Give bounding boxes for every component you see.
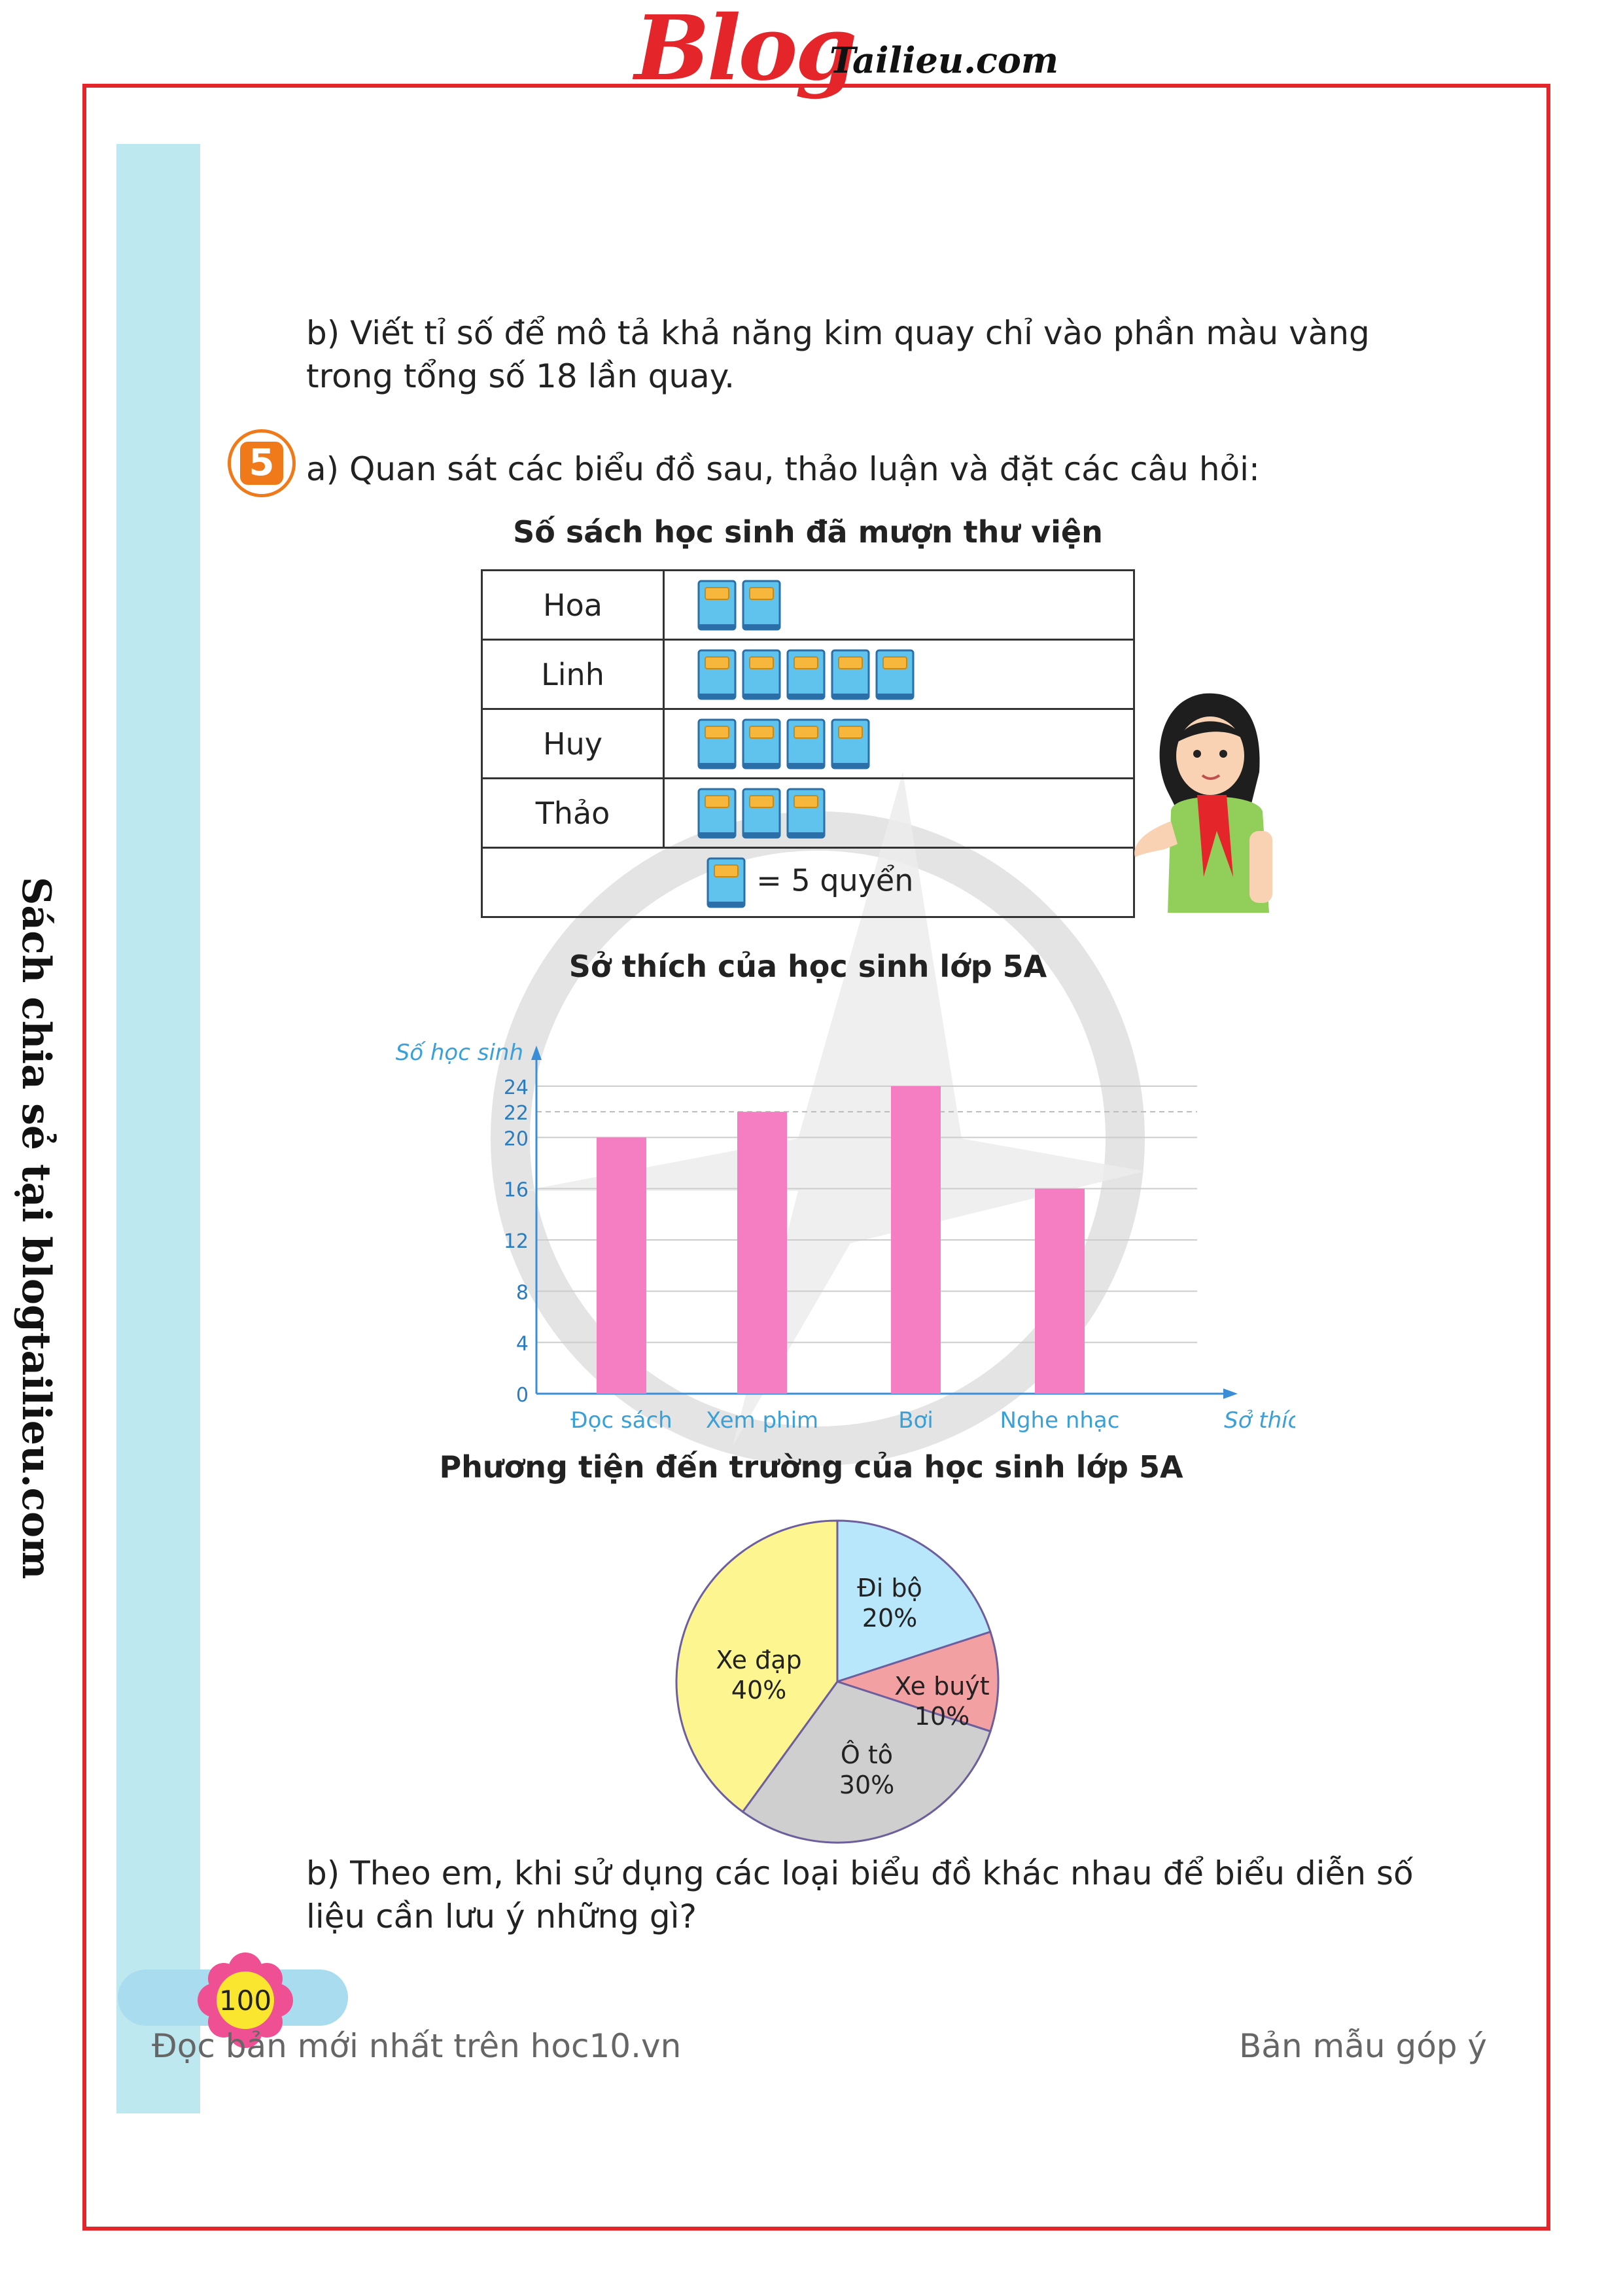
book-icon (697, 580, 737, 630)
y-tick-label: 0 (516, 1384, 529, 1407)
y-tick-label: 20 (504, 1127, 529, 1150)
logo-blog-text: Blog (635, 0, 857, 101)
part-b-top: b) Viết tỉ số để mô tả khả năng kim quay… (306, 311, 1370, 398)
y-tick-label: 16 (504, 1179, 529, 1202)
pie-slice (741, 1680, 992, 1844)
pictograph-row-name: Linh (481, 639, 665, 710)
sidebar-strip (116, 144, 200, 2113)
book-icon (831, 718, 870, 769)
pie-slice-pct: 10% (915, 1702, 969, 1731)
legend-text: = 5 quyển (756, 862, 914, 898)
page-number: 100 (219, 1985, 271, 2017)
y-tick-label: 24 (504, 1076, 529, 1099)
book-icon (707, 857, 746, 908)
part-b-top-line2: trong tổng số 18 lần quay. (306, 357, 735, 395)
book-icon (697, 649, 737, 699)
book-icon (742, 718, 781, 769)
book-icon (742, 649, 781, 699)
pie-slice (675, 1519, 839, 1814)
pictograph-row: Huy (481, 708, 1135, 779)
pie-chart-title: Phương tiện đến trường của học sinh lớp … (439, 1449, 1183, 1485)
pie-slice-label: Đi bộ (857, 1574, 922, 1602)
pictograph-row-icons (663, 777, 1135, 849)
site-logo[interactable]: Blog Tailieu.com (635, 0, 1106, 101)
pie-slice-pct: 40% (731, 1676, 786, 1704)
pie-slice-label: Ô tô (841, 1740, 893, 1769)
x-tick-label: Đọc sách (570, 1407, 672, 1434)
x-axis-arrow-icon (1223, 1388, 1238, 1399)
pie-slice-label: Xe đạp (716, 1646, 801, 1674)
exercise-intro: a) Quan sát các biểu đồ sau, thảo luận v… (306, 450, 1260, 488)
girl-illustration-icon (1134, 693, 1272, 913)
footer-left-text[interactable]: Đọc bản mới nhất trên hoc10.vn (152, 2027, 682, 2065)
y-tick-label: 8 (516, 1281, 529, 1304)
side-watermark: Sách chia sẻ tại blogtailieu.com (13, 877, 98, 1580)
pictograph-table: Hoa Linh Huy Thảo = 5 quyển (481, 569, 1135, 918)
part-b-bottom-line1: b) Theo em, khi sử dụng các loại biểu đồ… (306, 1854, 1414, 1892)
y-tick-label: 22 (504, 1102, 529, 1125)
bar-chart-title: Sở thích của học sinh lớp 5A (568, 949, 1047, 984)
book-icon (786, 718, 826, 769)
part-b-top-line1: b) Viết tỉ số để mô tả khả năng kim quay… (306, 314, 1370, 352)
book-icon (786, 788, 826, 838)
bar (891, 1086, 941, 1394)
book-icon (742, 580, 781, 630)
book-icon (875, 649, 915, 699)
pictograph-title: Số sách học sinh đã mượn thư viện (513, 514, 1103, 550)
x-axis-label: Sở thích (1224, 1407, 1295, 1434)
book-icon (831, 649, 870, 699)
pictograph-row-icons (663, 708, 1135, 779)
exercise-number-badge: 5 (228, 429, 296, 497)
pictograph-row-icons (663, 569, 1135, 641)
side-watermark-text: Sách chia sẻ tại blogtailieu.com (13, 877, 59, 1580)
part-b-bottom-line2: liệu cần lưu ý những gì? (306, 1898, 697, 1935)
pictograph-row-icons (663, 639, 1135, 710)
pictograph-row: Thảo (481, 777, 1135, 849)
book-icon (786, 649, 826, 699)
book-icon (742, 788, 781, 838)
y-axis-arrow-icon (531, 1046, 542, 1060)
x-tick-label: Xem phim (706, 1407, 818, 1434)
part-b-bottom: b) Theo em, khi sử dụng các loại biểu đồ… (306, 1852, 1414, 1938)
pie-slice-label: Xe buýt (894, 1672, 989, 1701)
page-frame (82, 84, 1550, 2231)
pie-slice-pct: 30% (839, 1771, 894, 1799)
y-tick-label: 12 (504, 1230, 529, 1253)
pictograph-row: Hoa (481, 569, 1135, 641)
bar (597, 1137, 646, 1394)
pictograph-row-name: Hoa (481, 569, 665, 641)
book-icon (697, 718, 737, 769)
pictograph-legend-row: = 5 quyển (481, 847, 1135, 918)
pictograph-row: Linh (481, 639, 1135, 710)
pictograph-row-name: Thảo (481, 777, 665, 849)
pie-slice-pct: 20% (862, 1604, 917, 1633)
x-tick-label: Bơi (898, 1407, 934, 1434)
exercise-number: 5 (240, 442, 283, 485)
footer-right-text: Bản mẫu góp ý (1239, 2027, 1488, 2065)
pictograph-row-name: Huy (481, 708, 665, 779)
bar (1035, 1188, 1085, 1394)
x-tick-label: Nghe nhạc (1000, 1407, 1120, 1434)
y-tick-label: 4 (516, 1333, 529, 1356)
y-axis-label: Số học sinh (396, 1040, 523, 1066)
pictograph-legend: = 5 quyển (481, 847, 1135, 918)
page-number-flower-icon: 100 (198, 1952, 293, 2048)
pie-slice (836, 1519, 992, 1684)
logo-site-text: Tailieu.com (829, 39, 1058, 81)
book-icon (697, 788, 737, 838)
bar (737, 1112, 787, 1394)
pie-slice (834, 1631, 1000, 1733)
